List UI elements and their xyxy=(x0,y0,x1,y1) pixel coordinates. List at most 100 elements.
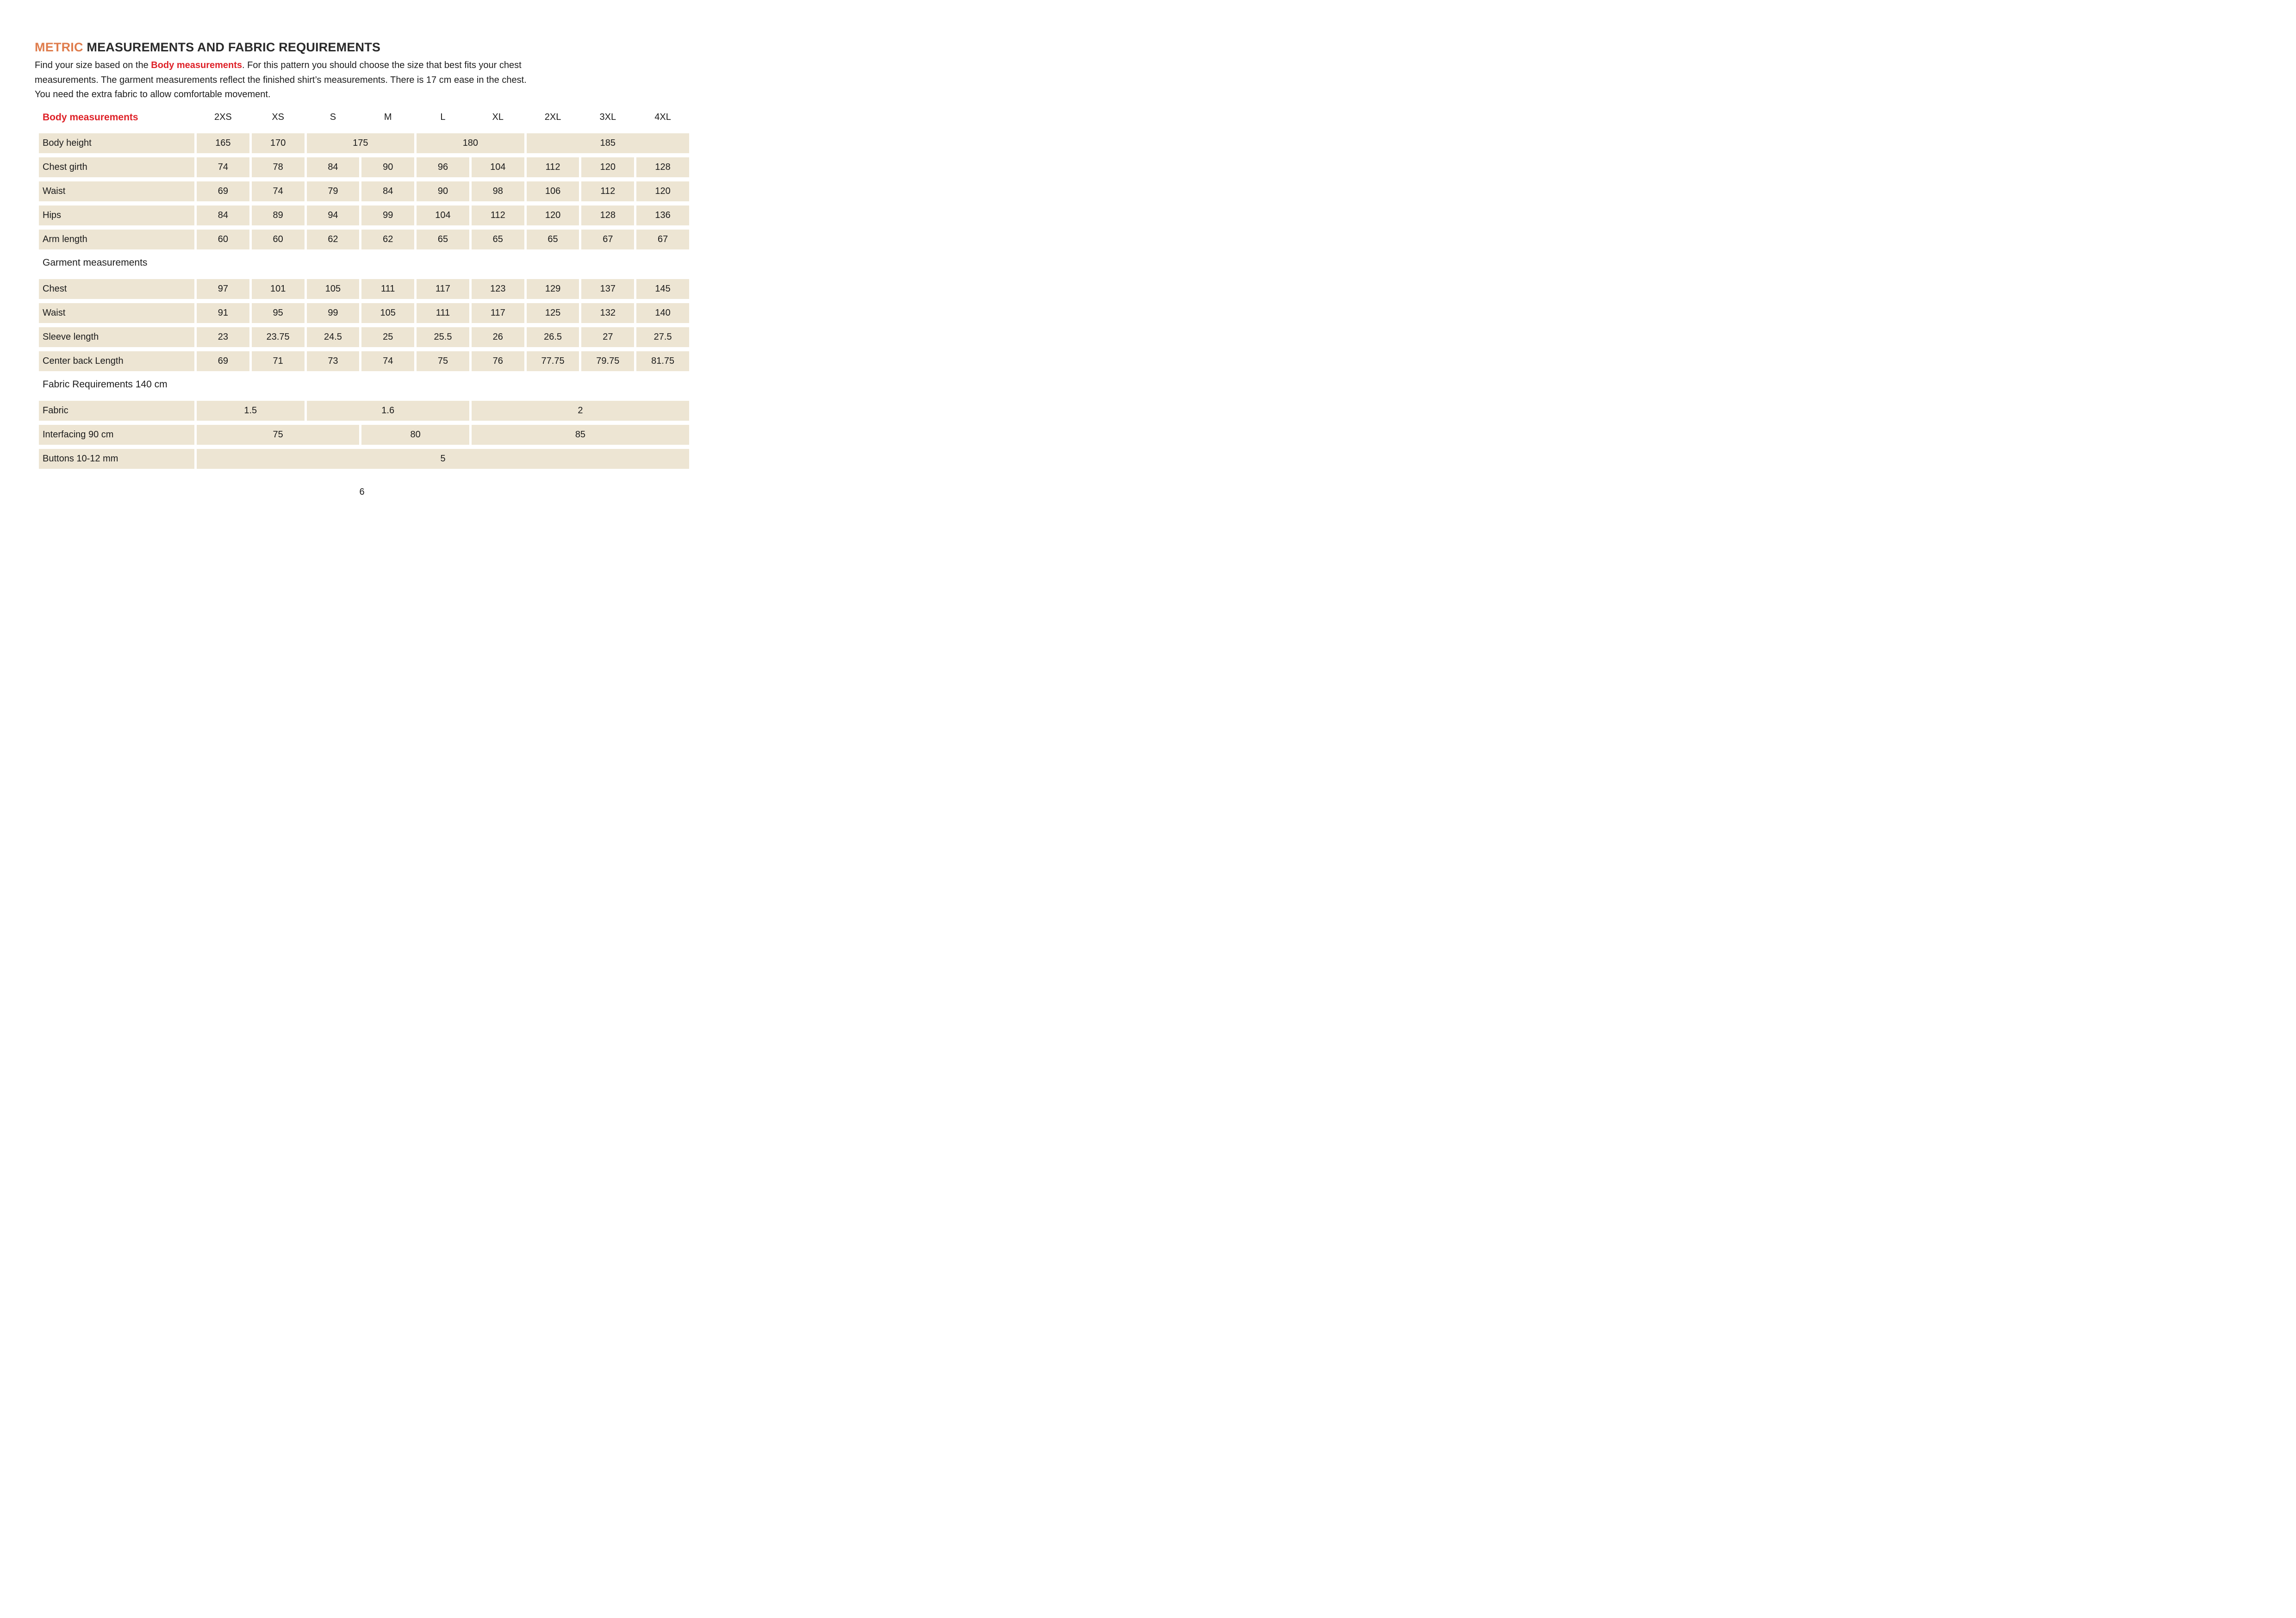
value-cell: 84 xyxy=(197,205,249,225)
table-row: Fabric 1.5 1.6 2 xyxy=(39,400,689,421)
value-cell: 62 xyxy=(306,229,360,249)
row-label: Fabric xyxy=(39,400,194,421)
value-cell: 74 xyxy=(251,181,305,201)
page-title-highlight: METRIC xyxy=(35,40,83,54)
value-cell: 60 xyxy=(197,229,249,249)
value-cell: 111 xyxy=(361,279,415,299)
table-row: Waist 69 74 79 84 90 98 106 112 120 xyxy=(39,181,689,201)
value-cell: 112 xyxy=(581,181,635,201)
value-cell: 26.5 xyxy=(526,327,579,347)
value-cell: 170 xyxy=(251,133,305,153)
value-cell: 65 xyxy=(526,229,579,249)
body-measurements-emphasis: Body measurements xyxy=(151,60,243,70)
row-label: Body height xyxy=(39,133,194,153)
table-row: Chest girth 74 78 84 90 96 104 112 120 128 xyxy=(39,157,689,177)
value-cell: 129 xyxy=(526,279,579,299)
value-cell: 120 xyxy=(636,181,689,201)
value-cell: 27 xyxy=(581,327,635,347)
value-cell: 81.75 xyxy=(636,351,689,371)
value-cell: 99 xyxy=(306,303,360,323)
value-cell: 79.75 xyxy=(581,351,635,371)
value-cell: 95 xyxy=(251,303,305,323)
value-cell: 1.6 xyxy=(306,400,469,421)
value-cell: 112 xyxy=(471,205,524,225)
intro-line-2: measurements. The garment measurements r… xyxy=(35,75,527,85)
row-label: Buttons 10-12 mm xyxy=(39,448,194,469)
value-cell: 71 xyxy=(251,351,305,371)
value-cell: 76 xyxy=(471,351,524,371)
table-header-label: Body measurements xyxy=(43,112,138,123)
value-cell: 180 xyxy=(417,133,524,153)
row-label: Interfacing 90 cm xyxy=(39,424,194,445)
value-cell: 26 xyxy=(471,327,524,347)
value-cell: 84 xyxy=(306,157,360,177)
table-row: Interfacing 90 cm 75 80 85 xyxy=(39,424,689,445)
table-row: Buttons 10-12 mm 5 xyxy=(39,448,689,469)
value-cell: 75 xyxy=(197,424,360,445)
row-label: Center back Length xyxy=(39,351,194,371)
value-cell: 106 xyxy=(526,181,579,201)
value-cell: 123 xyxy=(471,279,524,299)
pattern-size-chart-page: METRIC MEASUREMENTS AND FABRIC REQUIREME… xyxy=(0,0,716,504)
table-row: Sleeve length 23 23.75 24.5 25 25.5 26 26.5 27 27… xyxy=(39,327,689,347)
value-cell: 136 xyxy=(636,205,689,225)
size-column-header-m: M xyxy=(384,112,392,122)
page-number: 6 xyxy=(359,486,365,497)
value-cell: 99 xyxy=(361,205,415,225)
row-label: Waist xyxy=(39,181,194,201)
table-row: Hips 84 89 94 99 104 112 120 128 136 xyxy=(39,205,689,225)
value-cell: 137 xyxy=(581,279,635,299)
value-cell: 89 xyxy=(251,205,305,225)
value-cell: 24.5 xyxy=(306,327,360,347)
value-cell: 125 xyxy=(526,303,579,323)
size-column-header-3xl: 3XL xyxy=(599,112,616,122)
value-cell: 140 xyxy=(636,303,689,323)
value-cell: 98 xyxy=(471,181,524,201)
value-cell: 112 xyxy=(526,157,579,177)
value-cell: 69 xyxy=(197,181,249,201)
row-label: Hips xyxy=(39,205,194,225)
value-cell: 62 xyxy=(361,229,415,249)
value-cell: 65 xyxy=(471,229,524,249)
measurements-table: Body measurements 2XS XS S M L XL 2XL 3XL 4XL Body… xyxy=(35,110,689,469)
value-cell: 75 xyxy=(417,351,469,371)
size-column-header-2xs: 2XS xyxy=(214,112,232,122)
value-cell: 85 xyxy=(471,424,689,445)
value-cell: 60 xyxy=(251,229,305,249)
page-content: METRIC MEASUREMENTS AND FABRIC REQUIREME… xyxy=(0,0,716,498)
value-cell: 101 xyxy=(251,279,305,299)
value-cell: 74 xyxy=(361,351,415,371)
value-cell: 67 xyxy=(636,229,689,249)
row-label: Sleeve length xyxy=(39,327,194,347)
value-cell: 2 xyxy=(471,400,689,421)
table-row: Body height 165 170 175 180 185 xyxy=(39,133,689,153)
table-row: Waist 91 95 99 105 111 117 125 132 140 xyxy=(39,303,689,323)
page-title-rest: MEASUREMENTS AND FABRIC REQUIREMENTS xyxy=(83,40,381,54)
intro-line-3: You need the extra fabric to allow comfo… xyxy=(35,89,271,100)
size-column-header-s: S xyxy=(330,112,336,122)
size-column-header-2xl: 2XL xyxy=(544,112,561,122)
value-cell: 27.5 xyxy=(636,327,689,347)
value-cell: 77.75 xyxy=(526,351,579,371)
value-cell: 120 xyxy=(581,157,635,177)
row-label: Chest xyxy=(39,279,194,299)
value-cell: 97 xyxy=(197,279,249,299)
value-cell: 105 xyxy=(361,303,415,323)
value-cell: 105 xyxy=(306,279,360,299)
row-label: Arm length xyxy=(39,229,194,249)
value-cell: 5 xyxy=(197,448,689,469)
value-cell: 175 xyxy=(306,133,415,153)
value-cell: 67 xyxy=(581,229,635,249)
table-row: Arm length 60 60 62 62 65 65 65 67 67 xyxy=(39,229,689,249)
value-cell: 128 xyxy=(636,157,689,177)
value-cell: 25.5 xyxy=(417,327,469,347)
value-cell: 78 xyxy=(251,157,305,177)
value-cell: 185 xyxy=(526,133,689,153)
size-column-header-4xl: 4XL xyxy=(654,112,671,122)
size-column-header-xl: XL xyxy=(492,112,504,122)
intro-paragraph: Find your size based on the Body measure… xyxy=(35,58,689,102)
page-title: METRIC MEASUREMENTS AND FABRIC REQUIREME… xyxy=(35,40,689,55)
value-cell: 90 xyxy=(417,181,469,201)
value-cell: 94 xyxy=(306,205,360,225)
value-cell: 91 xyxy=(197,303,249,323)
